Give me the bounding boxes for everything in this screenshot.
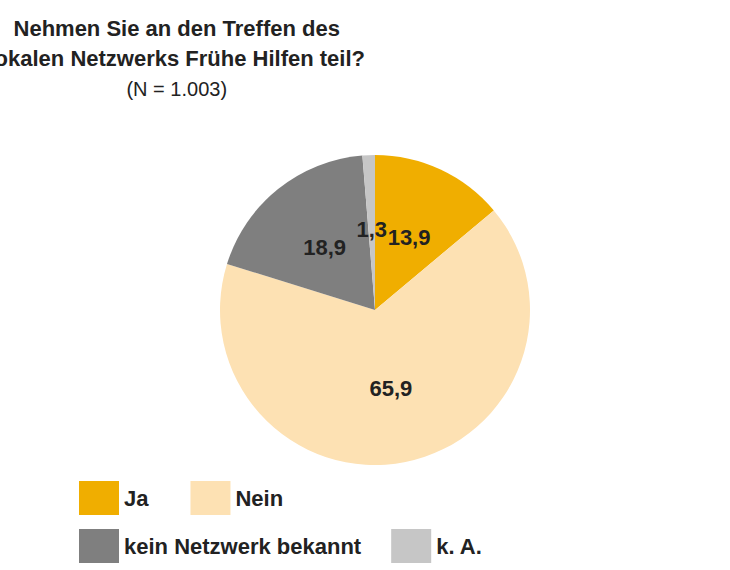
svg-text:1,3: 1,3 <box>356 217 387 242</box>
svg-text:(N = 1.003): (N = 1.003) <box>126 78 227 100</box>
svg-text:lokalen Netzwerks Frühe Hilfen: lokalen Netzwerks Frühe Hilfen teil? <box>0 46 365 71</box>
svg-text:Nein: Nein <box>235 486 283 511</box>
svg-text:13,9: 13,9 <box>388 225 431 250</box>
svg-text:Ja: Ja <box>124 486 149 511</box>
svg-text:18,9: 18,9 <box>303 235 346 260</box>
svg-text:65,9: 65,9 <box>369 376 412 401</box>
svg-text:Nehmen Sie an den Treffen des: Nehmen Sie an den Treffen des <box>14 16 340 41</box>
svg-text:k. A.: k. A. <box>436 534 482 559</box>
svg-text:kein Netzwerk bekannt: kein Netzwerk bekannt <box>124 534 362 559</box>
